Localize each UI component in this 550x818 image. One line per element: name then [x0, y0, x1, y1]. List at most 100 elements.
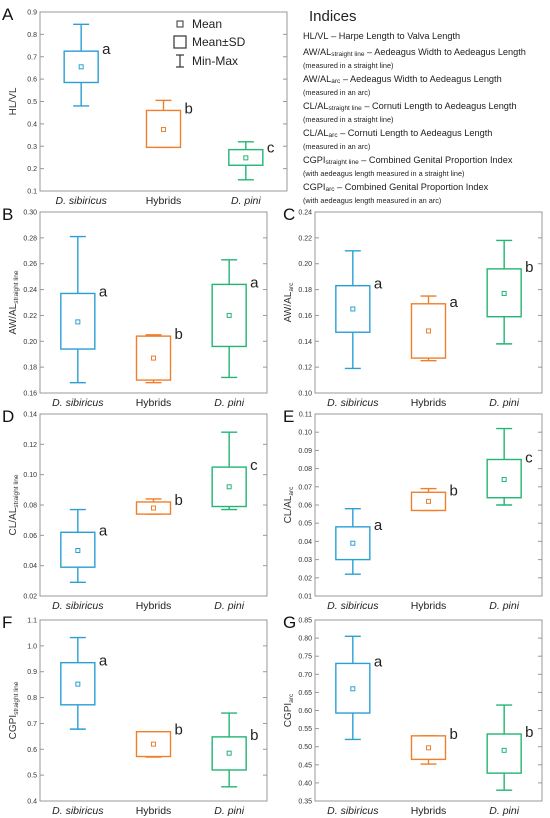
y-tick-label: 0.09 — [298, 448, 312, 455]
significance-letter: c — [267, 140, 275, 157]
mean-marker — [501, 747, 507, 753]
y-axis-label-sub: straight line — [13, 270, 20, 304]
x-category-label: Hybrids — [136, 600, 172, 612]
y-tick-label: 0.16 — [298, 313, 312, 320]
significance-letter: a — [99, 653, 108, 670]
index-description: – Cornuti Length to Aedeagus Length — [337, 128, 493, 138]
index-entry: CL/ALstraight line – Cornuti Length to A… — [303, 101, 548, 125]
index-entry: CGPIstraight line – Combined Genital Pro… — [303, 155, 548, 179]
y-tick-label: 0.20 — [23, 339, 37, 346]
y-tick-label: 0.14 — [298, 339, 312, 346]
mean-marker — [501, 290, 507, 296]
x-category-label: D. sibiricus — [52, 805, 104, 817]
box-dsibiricus: a — [63, 23, 111, 107]
x-category-label: D. pini — [489, 397, 519, 409]
panel-e: E 0.01 0.02 0.03 0.04 0.05 0.06 0.07 0.08 0.09 0.1… — [283, 407, 543, 612]
significance-letter: b — [250, 727, 258, 744]
y-axis-label-sub: arc — [288, 693, 295, 703]
y-tick-label: 0.12 — [298, 365, 312, 372]
panel-letter: B — [2, 205, 13, 224]
significance-letter: b — [175, 492, 183, 509]
index-note: (measured in an arc) — [303, 88, 371, 97]
y-tick-label: 0.02 — [298, 575, 312, 582]
y-tick-label: 0.16 — [23, 391, 37, 398]
box-dsibiricus: a — [60, 636, 108, 730]
y-tick-label: 0.01 — [298, 594, 312, 601]
mean-marker — [151, 741, 156, 747]
y-tick-label: 0.9 — [27, 10, 37, 17]
mean-marker — [243, 155, 249, 161]
y-tick-label: 0.24 — [298, 210, 312, 217]
y-tick-label: 0.18 — [23, 365, 37, 372]
sd-box — [335, 284, 371, 333]
x-category-label: Hybrids — [146, 195, 182, 207]
y-axis-label-main: CGPI — [283, 703, 294, 727]
y-tick-label: 0.4 — [27, 799, 37, 806]
y-tick-label: 0.22 — [298, 235, 312, 242]
significance-letter: b — [175, 722, 183, 739]
mean-marker — [426, 328, 431, 334]
y-tick-label: 0.08 — [23, 503, 37, 510]
x-category-label: D. pini — [214, 600, 244, 612]
significance-letter: a — [374, 276, 383, 293]
index-abbr: CGPI — [303, 155, 326, 165]
legend-mean-symbol — [176, 20, 184, 28]
y-tick-label: 0.75 — [298, 654, 312, 661]
index-entry: HL/VL – Harpe Length to Valva Length — [303, 31, 548, 44]
y-axis-label-main: CGPI — [8, 715, 19, 739]
index-description: – Combined Genital Proportion Index — [334, 182, 489, 192]
y-axis-label: AW/ALarc — [283, 282, 295, 323]
box-dsibiricus: a — [60, 235, 108, 384]
y-axis-label: CL/ALstraight line — [8, 474, 20, 535]
index-description: – Combined Genital Proportion Index — [358, 155, 513, 165]
x-category-label: D. pini — [214, 397, 244, 409]
significance-letter: b — [450, 726, 458, 743]
index-abbr: CL/AL — [303, 101, 329, 111]
sd-box — [486, 733, 522, 774]
y-tick-label: 0.05 — [298, 521, 312, 528]
mean-marker — [350, 540, 356, 546]
box-hybrids: b — [410, 726, 458, 765]
x-category-label: D. sibiricus — [327, 397, 379, 409]
legend-sd-symbol — [173, 35, 187, 49]
significance-letter: b — [525, 724, 533, 741]
y-tick-label: 0.35 — [298, 799, 312, 806]
x-category-label: Hybrids — [411, 397, 447, 409]
significance-letter: b — [525, 259, 533, 276]
x-category-label: D. pini — [214, 805, 244, 817]
y-tick-label: 0.70 — [298, 672, 312, 679]
y-axis-label: CGPIstraight line — [8, 681, 20, 739]
y-tick-label: 0.6 — [27, 747, 37, 754]
box-hybrids: b — [135, 326, 183, 384]
index-entry: CGPIarc – Combined Genital Proportion In… — [303, 182, 548, 206]
box-dsibiricus: a — [335, 250, 383, 370]
significance-letter: a — [250, 274, 259, 291]
box-dsibiricus: a — [335, 635, 383, 741]
mean-marker — [226, 312, 232, 318]
index-subscript: straight line — [331, 51, 365, 58]
box-hybrids: b — [145, 99, 193, 149]
index-description: – Harpe Length to Valva Length — [328, 31, 461, 41]
index-abbr: CGPI — [303, 182, 326, 192]
significance-letter: c — [525, 450, 533, 467]
x-category-label: D. pini — [489, 805, 519, 817]
box-legend: Mean Mean±SD Min-Max — [173, 17, 246, 68]
significance-letter: c — [250, 457, 258, 474]
box-hybrids: a — [410, 294, 459, 362]
y-tick-label: 0.02 — [23, 594, 37, 601]
mean-marker — [161, 126, 166, 132]
y-tick-label: 0.10 — [23, 472, 37, 479]
y-tick-label: 0.4 — [27, 121, 37, 128]
y-tick-label: 0.07 — [298, 484, 312, 491]
index-entry: AW/ALarc – Aedeagus Width to Aedeagus Le… — [303, 74, 548, 98]
y-tick-label: 0.7 — [27, 721, 37, 728]
mean-marker — [426, 498, 431, 504]
y-tick-label: 0.11 — [299, 412, 312, 419]
index-subscript: straight line — [325, 159, 359, 166]
y-tick-label: 0.65 — [298, 690, 312, 697]
y-tick-label: 0.7 — [27, 54, 37, 61]
panel-letter: C — [283, 205, 295, 224]
y-tick-label: 0.04 — [23, 563, 37, 570]
y-tick-label: 0.08 — [298, 466, 312, 473]
